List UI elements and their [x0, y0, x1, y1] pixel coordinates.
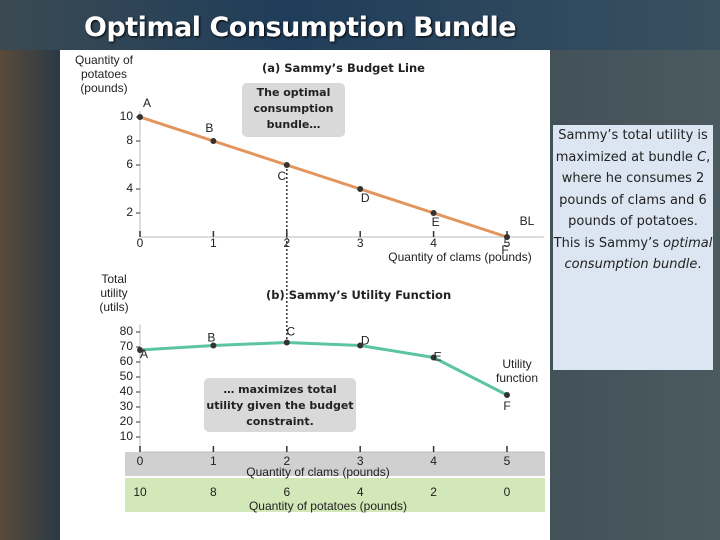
x2-tick-label: 6 [283, 485, 290, 499]
point-label: C [277, 169, 286, 183]
point-label: E [434, 350, 442, 364]
point-label: F [501, 243, 508, 257]
x-tick-label: 5 [504, 454, 511, 468]
point [137, 114, 143, 120]
x2-tick-label: 10 [133, 485, 147, 499]
chart-title: (b) Sammy’s Utility Function [266, 288, 452, 302]
text: C [697, 149, 707, 165]
point [430, 210, 437, 216]
x2-axis-label: Quantity of potatoes (pounds) [248, 499, 408, 513]
y-tick-label: 8 [126, 133, 133, 147]
point [210, 342, 217, 349]
series-label: BL [520, 214, 535, 228]
point-label: B [205, 121, 213, 135]
x-tick-label: 1 [210, 236, 217, 250]
x-axis-label: Quantity of clams (pounds) [388, 250, 532, 264]
point-label: E [432, 215, 440, 229]
point-label: C [286, 325, 295, 339]
point [283, 162, 290, 168]
series-label: Utility function [495, 357, 539, 385]
y-tick-label: 10 [120, 109, 134, 123]
text: This is Sammy’s [553, 235, 664, 251]
x2-tick-label: 0 [504, 485, 511, 499]
point-label: B [207, 331, 215, 345]
y-tick-label: 50 [120, 369, 134, 383]
x-tick-label: 3 [357, 236, 364, 250]
y-tick-label: 2 [126, 205, 133, 219]
point-label: A [143, 96, 151, 110]
x-tick-label: 3 [357, 454, 364, 468]
text: , where he consumes 2 pounds of clams an… [559, 149, 711, 230]
point [283, 339, 290, 346]
callout: … maximizes total utility given the budg… [204, 378, 356, 432]
x-tick-label: 2 [283, 454, 290, 468]
point-label: A [140, 347, 148, 361]
x2-tick-label: 4 [357, 485, 364, 499]
x-tick-label: 0 [137, 454, 144, 468]
point [137, 347, 143, 353]
y-axis-label: Total utility (utils) [99, 272, 129, 314]
y-tick-label: 6 [126, 157, 133, 171]
text: . [697, 257, 702, 272]
point-label: D [361, 191, 370, 205]
y-tick-label: 60 [120, 354, 134, 368]
y-tick-label: 70 [120, 339, 134, 353]
x-tick-label: 4 [430, 236, 437, 250]
callout: The optimal consumption bundle… [242, 83, 345, 137]
clams-axis-band [125, 452, 545, 476]
paragraph: Sammy’s total utility is maximized at bu… [553, 125, 713, 233]
text: optimal consumption bundle [564, 235, 713, 273]
paragraph: This is Sammy’s optimal consumption bund… [553, 233, 713, 276]
y-tick-label: 30 [120, 399, 134, 413]
point [504, 392, 510, 398]
point [357, 342, 364, 349]
potatoes-axis-band [125, 478, 545, 512]
x-tick-label: 5 [504, 236, 511, 250]
y-tick-label: 10 [120, 429, 134, 443]
chart-title: (a) Sammy’s Budget Line [262, 61, 425, 75]
point [504, 234, 510, 240]
series-line [139, 115, 508, 239]
point-label: F [503, 399, 510, 413]
x2-tick-label: 8 [210, 485, 217, 499]
y-tick-label: 20 [120, 414, 134, 428]
point [430, 354, 437, 361]
x2-tick-label: 2 [430, 485, 437, 499]
point [210, 138, 217, 144]
point-label: D [361, 334, 370, 348]
y-tick-label: 4 [126, 181, 133, 195]
y-tick-label: 40 [120, 384, 134, 398]
title-bar [0, 0, 720, 50]
x-axis-label: Quantity of clams (pounds) [246, 465, 390, 479]
x-tick-label: 2 [283, 236, 290, 250]
point [357, 186, 364, 192]
explanation-box: Sammy’s total utility is maximized at bu… [553, 125, 713, 370]
y-tick-label: 80 [120, 324, 134, 338]
x-tick-label: 0 [137, 236, 144, 250]
series-line [139, 340, 508, 397]
y-axis-label: Quantity of potatoes (pounds) [74, 53, 134, 95]
slide-title: Optimal Consumption Bundle [84, 12, 517, 43]
x-tick-label: 1 [210, 454, 217, 468]
x-tick-label: 4 [430, 454, 437, 468]
text: Sammy’s total utility is maximized at bu… [555, 128, 708, 165]
